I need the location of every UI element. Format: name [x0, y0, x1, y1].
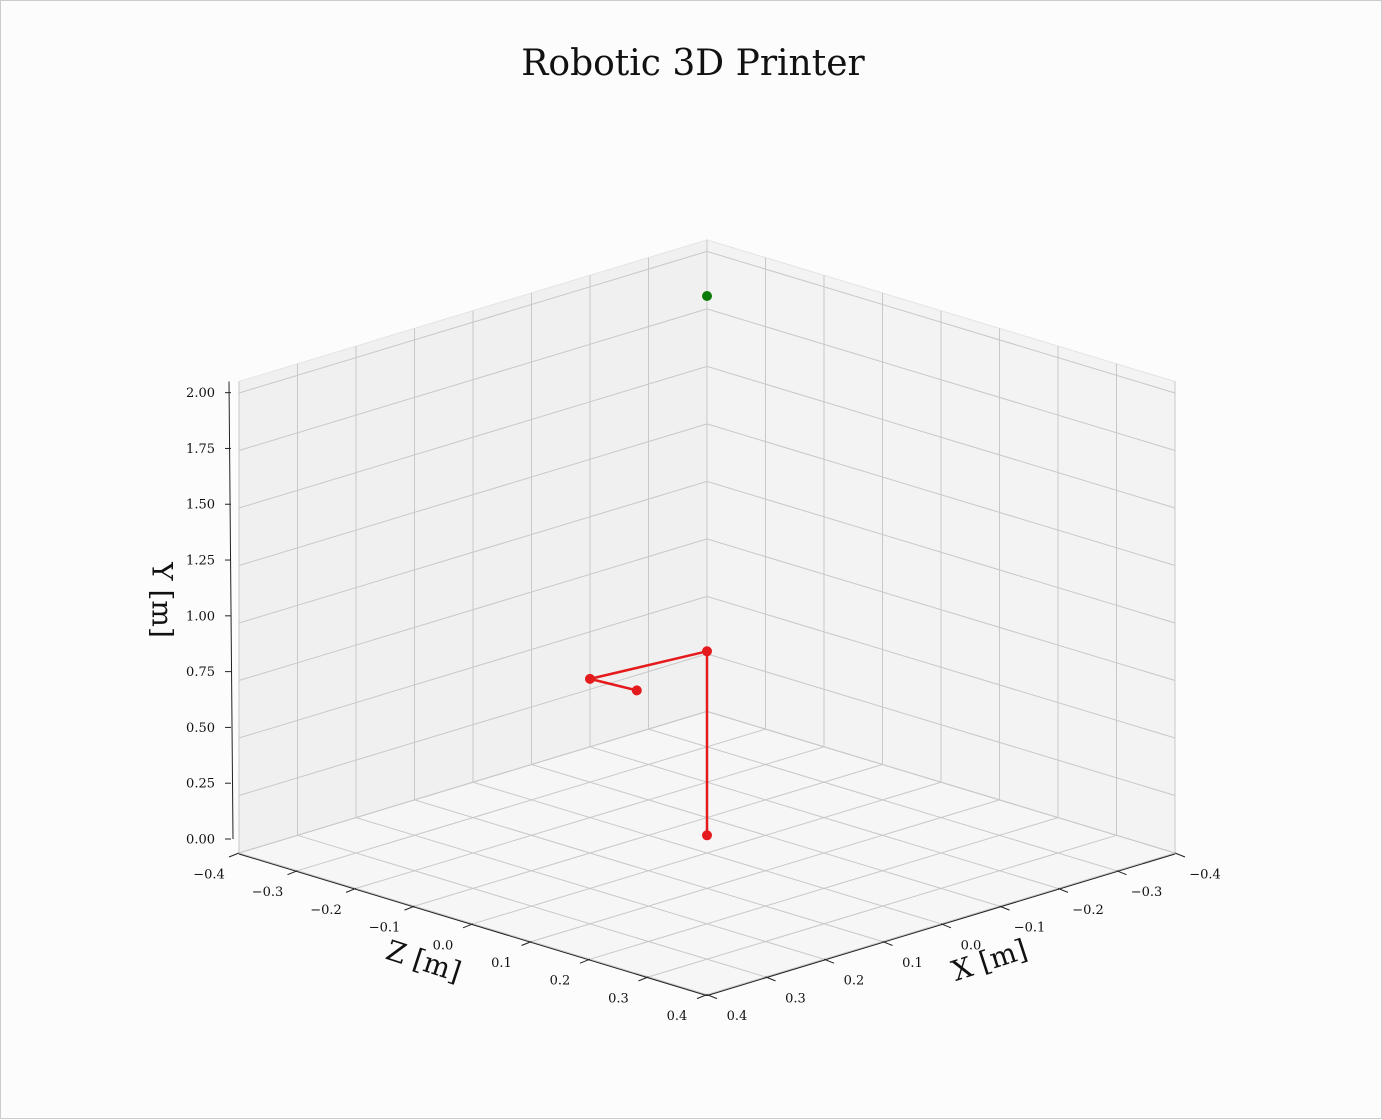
- grid-line: [238, 480, 1176, 624]
- z-tick: [638, 976, 649, 982]
- z-tick-label: 0.2: [550, 974, 571, 989]
- x-tick-label: −0.2: [1072, 903, 1104, 918]
- z-tick: [345, 887, 357, 893]
- grid-line: [238, 423, 1176, 566]
- x-tick: [940, 923, 952, 929]
- x-tick-label: 0.4: [727, 1009, 748, 1024]
- y-tick-label: 1.50: [186, 498, 215, 513]
- x-tick: [706, 994, 718, 1000]
- z-tick: [696, 994, 708, 1000]
- z-tick: [404, 905, 415, 911]
- z-tick-label: 0.4: [667, 1009, 688, 1024]
- y-tick-label: 1.00: [186, 609, 215, 624]
- point: [631, 685, 642, 696]
- x-tick-label: 0.1: [902, 956, 923, 971]
- y-axis-label: Y [m]: [146, 561, 179, 638]
- y-tick-label: 1.25: [186, 554, 215, 569]
- z-tick-label: −0.1: [369, 921, 401, 936]
- x-tick: [1174, 852, 1186, 858]
- z-tick: [521, 941, 532, 946]
- y-tick-label: 2.00: [186, 386, 215, 401]
- arm-line: [589, 649, 709, 836]
- y-tick-label: 0.50: [186, 721, 215, 736]
- x-tick: [765, 976, 776, 982]
- grid-line: [238, 538, 1176, 681]
- x-tick-label: −0.1: [1014, 921, 1046, 936]
- z-tick-label: 0.1: [491, 956, 512, 971]
- y-tick-label: 0.25: [186, 777, 215, 792]
- grid-line: [238, 595, 1176, 739]
- z-tick-label: 0.0: [433, 938, 454, 953]
- grid-line: [238, 250, 1176, 394]
- grid-line: [238, 308, 1176, 451]
- x-tick: [882, 941, 893, 946]
- point: [702, 291, 712, 301]
- x-tick-label: 0.0: [961, 938, 982, 953]
- x-tick: [823, 958, 835, 964]
- point: [702, 646, 712, 657]
- y-tick-label: 0.00: [186, 833, 215, 848]
- z-tick-label: −0.4: [193, 868, 225, 883]
- z-tick-label: −0.2: [310, 903, 342, 918]
- grid-line: [238, 365, 1176, 509]
- x-tick-label: −0.3: [1131, 885, 1163, 900]
- z-tick: [462, 923, 474, 929]
- x-tick: [1057, 887, 1069, 893]
- z-tick-label: 0.3: [608, 991, 629, 1006]
- y-tick-label: 0.75: [186, 665, 215, 680]
- x-tick-label: 0.3: [785, 991, 806, 1006]
- x-axis: [706, 853, 1176, 997]
- z-tick: [579, 958, 591, 964]
- point: [585, 673, 595, 684]
- chart-title: Robotic 3D Printer: [521, 43, 865, 84]
- z-tick: [228, 852, 240, 858]
- y-tick-label: 1.75: [186, 442, 215, 457]
- z-tick: [287, 870, 298, 876]
- y-axis: [228, 381, 234, 840]
- z-axis: [238, 853, 708, 997]
- x-tick: [1116, 870, 1127, 876]
- x-tick-label: −0.4: [1189, 868, 1221, 883]
- x-tick-label: 0.2: [844, 974, 865, 989]
- point: [702, 830, 712, 841]
- z-tick-label: −0.3: [252, 885, 284, 900]
- x-tick: [999, 905, 1010, 911]
